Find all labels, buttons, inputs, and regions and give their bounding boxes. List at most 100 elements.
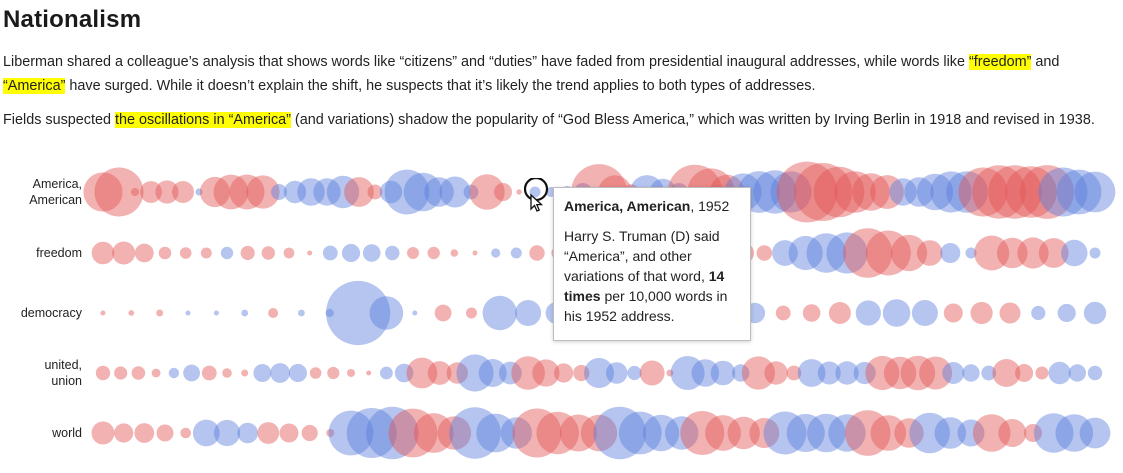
democrat-bubble[interactable] [1056, 169, 1102, 215]
democrat-bubble[interactable] [826, 232, 868, 274]
democrat-bubble[interactable] [213, 419, 241, 447]
republican-bubble[interactable] [536, 411, 579, 455]
bubble-chart[interactable]: America,Americanfreedomdemocracyunited,u… [0, 150, 1123, 473]
democrat-bubble[interactable] [482, 295, 517, 331]
republican-bubble[interactable] [639, 360, 665, 386]
democrat-bubble[interactable] [380, 366, 393, 380]
republican-bubble[interactable] [257, 422, 280, 444]
republican-bubble[interactable] [261, 246, 275, 260]
democrat-bubble[interactable] [195, 188, 203, 196]
republican-bubble[interactable] [680, 411, 725, 455]
democrat-bubble[interactable] [1031, 305, 1046, 321]
democrat-bubble[interactable] [1033, 413, 1074, 453]
republican-bubble[interactable] [366, 370, 372, 376]
republican-bubble[interactable] [972, 414, 1011, 452]
republican-bubble[interactable] [958, 167, 1008, 217]
republican-bubble[interactable] [775, 305, 791, 321]
republican-bubble[interactable] [155, 180, 179, 204]
republican-bubble[interactable] [559, 414, 597, 452]
republican-bubble[interactable] [554, 363, 574, 383]
republican-bubble[interactable] [749, 418, 780, 448]
republican-bubble[interactable] [128, 310, 135, 316]
democrat-bubble[interactable] [213, 310, 219, 316]
democrat-bubble[interactable] [237, 422, 258, 444]
republican-bubble[interactable] [367, 184, 383, 200]
republican-bubble[interactable] [91, 421, 115, 445]
democrat-bubble[interactable] [965, 247, 977, 259]
democrat-bubble[interactable] [346, 408, 397, 458]
republican-bubble[interactable] [446, 362, 468, 384]
democrat-bubble[interactable] [297, 178, 325, 206]
republican-bubble[interactable] [916, 240, 943, 266]
democrat-bubble[interactable] [786, 413, 825, 453]
republican-bubble[interactable] [427, 246, 440, 260]
republican-bubble[interactable] [834, 171, 876, 213]
democrat-bubble[interactable] [904, 177, 934, 207]
republican-bubble[interactable] [764, 361, 788, 385]
democrat-bubble[interactable] [772, 240, 798, 266]
democrat-bubble[interactable] [1089, 247, 1101, 259]
republican-bubble[interactable] [472, 250, 478, 256]
democrat-bubble[interactable] [618, 411, 662, 455]
democrat-bubble[interactable] [797, 359, 826, 387]
democrat-bubble[interactable] [403, 172, 443, 212]
republican-bubble[interactable] [813, 166, 865, 218]
republican-bubble[interactable] [279, 423, 299, 443]
democrat-bubble[interactable] [763, 411, 807, 455]
republican-bubble[interactable] [1017, 237, 1049, 269]
democrat-bubble[interactable] [593, 406, 646, 460]
republican-bubble[interactable] [222, 368, 232, 378]
democrat-bubble[interactable] [753, 170, 797, 214]
republican-bubble[interactable] [776, 161, 838, 223]
republican-bubble[interactable] [131, 366, 146, 380]
republican-bubble[interactable] [130, 187, 140, 197]
democrat-bubble[interactable] [940, 243, 961, 263]
democrat-bubble[interactable] [298, 309, 305, 317]
democrat-bubble[interactable] [882, 299, 911, 327]
democrat-bubble[interactable] [962, 364, 980, 382]
democrat-bubble[interactable] [1083, 301, 1107, 325]
republican-bubble[interactable] [83, 172, 123, 212]
republican-bubble[interactable] [434, 304, 452, 322]
republican-bubble[interactable] [213, 174, 249, 210]
republican-bubble[interactable] [301, 424, 318, 442]
democrat-bubble[interactable] [313, 178, 341, 206]
republican-bubble[interactable] [95, 365, 111, 381]
republican-bubble[interactable] [844, 410, 891, 456]
democrat-bubble[interactable] [584, 358, 614, 388]
democrat-bubble[interactable] [934, 417, 967, 449]
democrat-bubble[interactable] [325, 308, 334, 318]
democrat-bubble[interactable] [510, 247, 522, 259]
democrat-bubble[interactable] [911, 300, 938, 326]
democrat-bubble[interactable] [788, 235, 823, 271]
democrat-bubble[interactable] [807, 413, 846, 453]
democrat-bubble[interactable] [670, 356, 705, 390]
democrat-bubble[interactable] [1087, 365, 1103, 381]
republican-bubble[interactable] [158, 246, 172, 260]
democrat-bubble[interactable] [369, 296, 404, 330]
republican-bubble[interactable] [1020, 165, 1074, 219]
highlight-oscillations[interactable]: the oscillations in “America” [114, 112, 291, 128]
republican-bubble[interactable] [94, 167, 144, 217]
republican-bubble[interactable] [802, 304, 821, 322]
republican-bubble[interactable] [241, 369, 249, 377]
republican-bubble[interactable] [200, 247, 212, 259]
democrat-bubble[interactable] [515, 300, 542, 326]
democrat-bubble[interactable] [942, 362, 965, 384]
republican-bubble[interactable] [890, 234, 928, 272]
democrat-bubble[interactable] [384, 169, 430, 215]
democrat-bubble[interactable] [394, 363, 414, 383]
democrat-bubble[interactable] [981, 365, 997, 381]
highlight-freedom[interactable]: “freedom” [969, 54, 1032, 70]
democrat-bubble[interactable] [853, 361, 876, 385]
republican-bubble[interactable] [900, 355, 936, 391]
republican-bubble[interactable] [172, 181, 194, 203]
democrat-bubble[interactable] [627, 365, 642, 381]
republican-bubble[interactable] [943, 303, 963, 323]
democrat-bubble[interactable] [1055, 414, 1094, 452]
democrat-bubble[interactable] [362, 244, 381, 262]
democrat-bubble[interactable] [1079, 417, 1111, 449]
democrat-bubble[interactable] [732, 364, 750, 382]
democrat-bubble[interactable] [710, 360, 736, 386]
democrat-bubble[interactable] [328, 410, 374, 456]
